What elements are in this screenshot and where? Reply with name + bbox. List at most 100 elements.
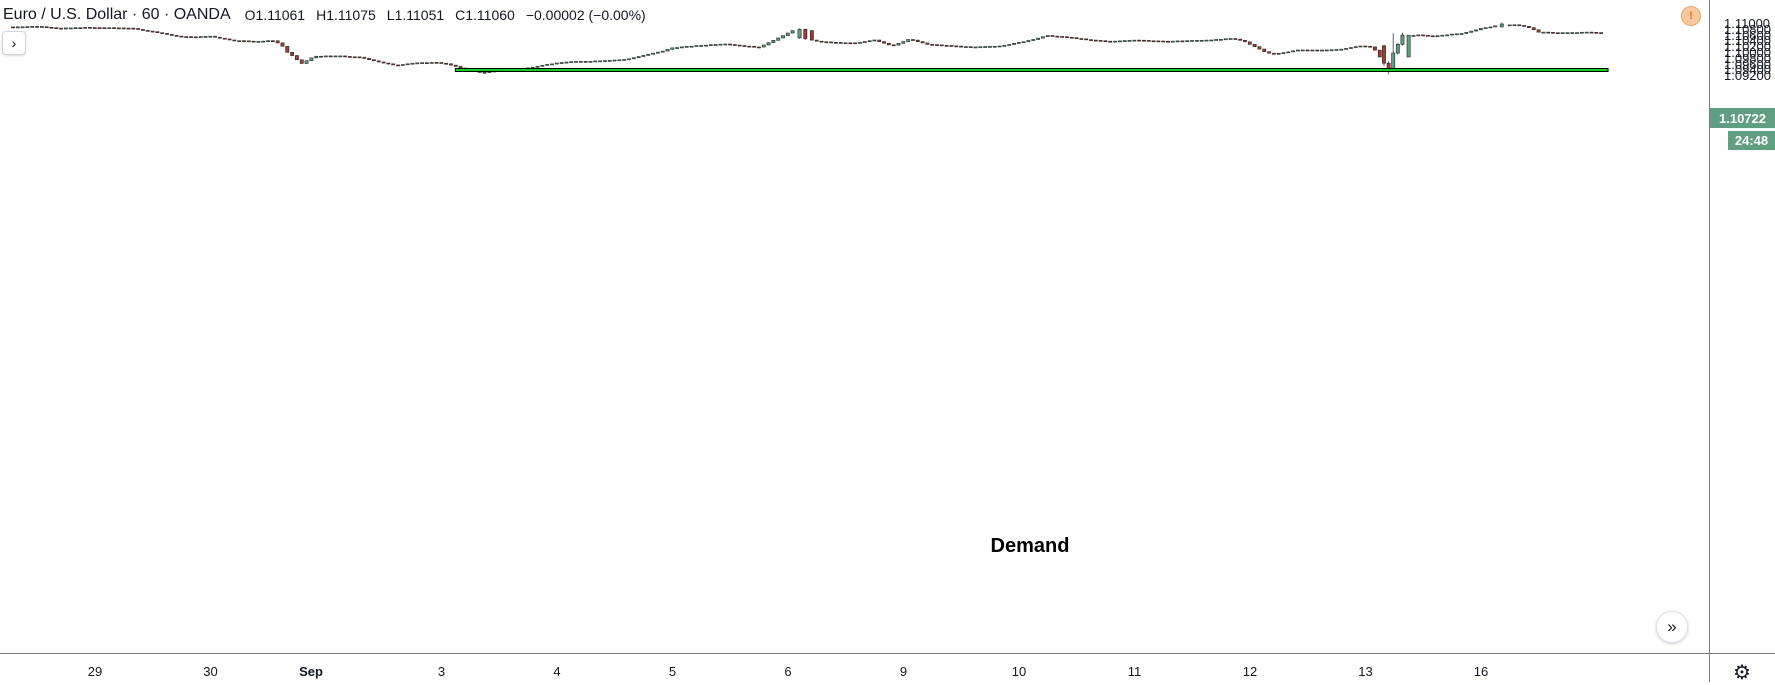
symbol-title[interactable]: Euro / U.S. Dollar · 60 · OANDA — [3, 6, 231, 23]
candle-body — [1084, 38, 1089, 41]
candle-body — [1488, 26, 1493, 29]
candle-body — [1565, 32, 1570, 34]
candle-body — [275, 40, 280, 44]
candle-body — [319, 55, 323, 58]
candle-body — [983, 46, 988, 48]
collapse-legend-button[interactable]: › — [2, 31, 26, 55]
candle-body — [1363, 45, 1368, 48]
candle-body — [834, 42, 838, 44]
candle-body — [266, 40, 270, 43]
time-scale-border — [0, 653, 1775, 654]
candle-body — [1012, 43, 1016, 45]
candle-body — [911, 39, 915, 41]
current-price-tag: 1.10722 — [1710, 108, 1775, 128]
time-tick-label: 4 — [553, 664, 561, 679]
candle-body — [102, 27, 107, 30]
candle-body — [819, 40, 824, 43]
candle-body — [1271, 52, 1276, 55]
candle-body — [1040, 36, 1045, 39]
candle-body — [338, 55, 343, 58]
candle-body — [1373, 46, 1377, 51]
candle-body — [400, 64, 405, 66]
candle-body — [121, 27, 126, 30]
candle-body — [559, 62, 564, 64]
candle-body — [165, 33, 169, 35]
candle-body — [646, 53, 651, 56]
candle-body — [742, 45, 747, 47]
gear-icon[interactable]: ⚙ — [1733, 662, 1751, 684]
time-tick-label: 30 — [203, 664, 218, 679]
candle-body — [877, 39, 882, 42]
candle-body — [1584, 31, 1589, 34]
candle-body — [1430, 35, 1435, 38]
close-value: C1.11060 — [455, 7, 515, 23]
candle-body — [867, 40, 872, 43]
candle-body — [713, 44, 718, 46]
candle-body — [453, 64, 458, 67]
candle-body — [179, 35, 184, 38]
candle-body — [15, 26, 20, 29]
open-value: O1.11061 — [244, 7, 306, 23]
candle-body — [1108, 40, 1113, 43]
candle-body — [1541, 31, 1546, 34]
candle-body — [1190, 40, 1194, 42]
warning-icon[interactable]: ! — [1681, 6, 1701, 26]
scroll-to-realtime-button[interactable]: » — [1656, 611, 1688, 643]
candle-body — [901, 41, 906, 44]
candle-body — [424, 62, 429, 64]
price-tick-label: 1.10400 — [1724, 33, 1771, 49]
candle-body — [381, 61, 386, 64]
candle-body — [781, 35, 785, 39]
candle-body — [1512, 24, 1517, 27]
candle-body — [891, 44, 896, 47]
candle-body — [59, 27, 64, 30]
candle-body — [680, 46, 684, 49]
candle-body — [660, 50, 665, 53]
bar-countdown-tag: 24:48 — [1728, 131, 1775, 150]
candle-body — [444, 62, 449, 65]
change-value: −0.00002 (−0.00%) — [525, 7, 646, 23]
candle-body — [1570, 32, 1575, 34]
candle-body — [1320, 49, 1324, 52]
candle-body — [160, 32, 165, 34]
candle-body — [1151, 40, 1156, 43]
candle-body — [367, 58, 372, 60]
candle-body — [636, 56, 641, 59]
candle-body — [150, 30, 155, 33]
candle-body — [189, 36, 193, 38]
candle-body — [704, 44, 708, 47]
candle-body — [1406, 35, 1411, 58]
candle-body — [429, 62, 434, 64]
candle-body — [1536, 29, 1541, 33]
candle-body — [256, 41, 261, 43]
candle-body — [376, 60, 381, 63]
candle-body — [328, 55, 333, 58]
candle-body — [107, 27, 112, 29]
candle-body — [1507, 24, 1512, 27]
time-tick-label: Sep — [299, 664, 323, 679]
candle-body — [1531, 27, 1536, 31]
candle-body — [415, 62, 420, 65]
candle-body — [545, 64, 550, 66]
candle-body — [78, 27, 83, 29]
double-chevron-right-icon: » — [1667, 617, 1677, 636]
candle-body — [1589, 31, 1594, 34]
candle-body — [1391, 52, 1396, 70]
candle-body — [1339, 48, 1344, 51]
candle-body — [1026, 40, 1031, 43]
candle-body — [242, 40, 246, 42]
demand-zone[interactable] — [454, 68, 1609, 72]
candle-body — [612, 59, 617, 62]
candle-body — [766, 42, 771, 46]
candle-body — [372, 59, 376, 62]
price-scale-border — [1709, 0, 1710, 682]
candle-body — [915, 39, 920, 42]
candle-body — [954, 45, 959, 48]
candle-body — [1551, 32, 1555, 34]
candle-body — [30, 26, 35, 28]
candle-body — [449, 63, 453, 66]
candle-body — [997, 45, 1002, 48]
candle-body — [391, 63, 396, 66]
candle-body — [116, 27, 121, 30]
